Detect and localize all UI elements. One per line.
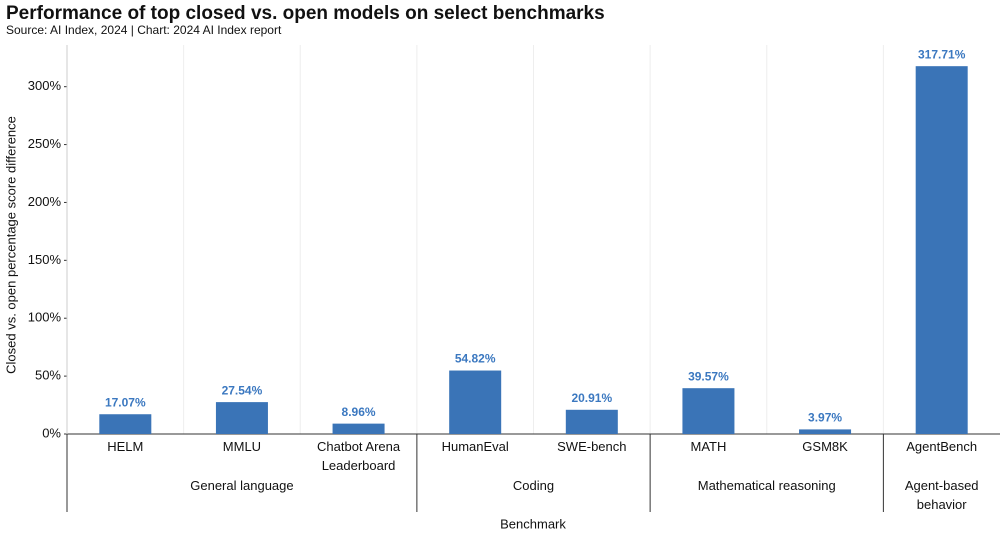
bar [215, 402, 268, 434]
x-tick-label: MMLU [222, 439, 262, 454]
x-tick-label: HumanEval [441, 439, 509, 454]
group-label: Coding [512, 478, 555, 493]
bar [799, 429, 852, 434]
value-label: 20.91% [571, 391, 612, 405]
value-label: 39.57% [688, 369, 729, 383]
value-label: 27.54% [222, 383, 263, 397]
chart-title: Performance of top closed vs. open model… [6, 3, 605, 24]
y-tick-label: 150% [28, 252, 62, 267]
group-label: General language [190, 478, 294, 493]
bar [99, 414, 152, 434]
x-tick-label: GSM8K [802, 439, 848, 454]
value-label: 317.71% [918, 47, 966, 61]
value-label: 3.97% [808, 411, 842, 425]
x-tick-label: HELM [107, 439, 144, 454]
y-tick-label: 200% [28, 194, 62, 209]
y-tick-label: 50% [35, 368, 61, 383]
bar [332, 423, 385, 434]
value-label: 8.96% [342, 405, 376, 419]
x-tick-label: Chatbot Arena Leaderboard [317, 439, 401, 473]
x-tick-label: SWE-bench [557, 439, 627, 454]
group-label: Agent-based behavior [904, 478, 979, 512]
y-tick-label: 300% [28, 78, 62, 93]
y-tick-label: 100% [28, 310, 62, 325]
y-tick-label: 0% [42, 425, 61, 440]
bar [565, 409, 618, 434]
bar [682, 388, 735, 434]
value-label: 54.82% [455, 352, 496, 366]
x-axis-title: Benchmark [500, 516, 566, 531]
value-label: 17.07% [105, 395, 146, 409]
bar [449, 370, 502, 434]
x-tick-label: AgentBench [906, 439, 978, 454]
y-axis-title: Closed vs. open percentage score differe… [3, 116, 18, 374]
x-tick-label: MATH [690, 439, 727, 454]
chart-subtitle: Source: AI Index, 2024 | Chart: 2024 AI … [6, 23, 282, 37]
bar [915, 66, 968, 435]
group-label: Mathematical reasoning [697, 478, 836, 493]
y-tick-label: 250% [28, 136, 62, 151]
